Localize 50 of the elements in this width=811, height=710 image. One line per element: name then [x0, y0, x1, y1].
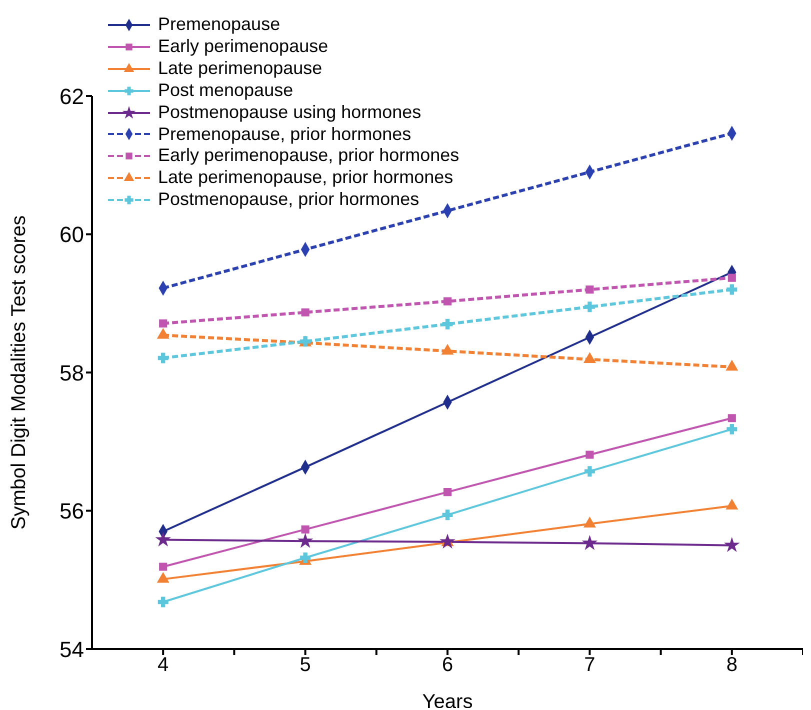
- point: [159, 562, 168, 571]
- point: [584, 517, 596, 528]
- point: [301, 525, 310, 534]
- legend-label: Early perimenopause, prior hormones: [158, 145, 460, 168]
- point: [298, 534, 312, 548]
- point: [301, 308, 310, 316]
- point: [586, 450, 594, 459]
- point: [158, 596, 168, 608]
- legend-label: Postmenopause using hormones: [158, 102, 422, 124]
- point: [584, 466, 595, 477]
- x-tick-label: 4: [158, 654, 169, 676]
- legend-label: Early perimenopause: [158, 36, 328, 58]
- y-axis-title: Symbol Digit Modalities Test scores: [8, 215, 30, 530]
- point: [443, 297, 452, 306]
- point: [157, 572, 169, 583]
- y-tick-label: 56: [60, 498, 84, 524]
- point: [157, 328, 169, 339]
- point: [728, 414, 736, 422]
- legend-label: Post menopause: [158, 80, 294, 102]
- point: [725, 538, 739, 552]
- y-tick-label: 62: [60, 84, 84, 109]
- point: [156, 532, 170, 546]
- x-tick-label: 6: [442, 654, 454, 676]
- point: [728, 274, 736, 282]
- y-tick-label: 58: [60, 360, 84, 386]
- point: [726, 499, 738, 510]
- legend-label: Premenopause, prior hormones: [158, 124, 412, 146]
- x-tick-label: 5: [300, 654, 311, 676]
- x-tick-label: 8: [726, 654, 738, 676]
- point: [442, 318, 453, 330]
- y-tick-label: 60: [60, 222, 84, 248]
- point: [726, 284, 738, 295]
- point: [584, 352, 596, 363]
- legend-label: Premenopause: [158, 14, 280, 36]
- point: [582, 536, 597, 550]
- x-axis-title: Years: [422, 691, 473, 710]
- legend-label: Postmenopause, prior hormones: [158, 189, 420, 212]
- x-tick-label: 7: [584, 654, 596, 676]
- point: [442, 344, 454, 355]
- point: [726, 424, 738, 434]
- point: [584, 302, 595, 312]
- point: [442, 510, 453, 520]
- legend-label: Late perimenopause, prior hormones: [158, 167, 454, 190]
- point: [158, 352, 168, 364]
- y-tick-label: 54: [60, 636, 84, 662]
- point: [159, 319, 168, 328]
- point: [443, 488, 452, 496]
- point: [586, 286, 594, 294]
- point: [726, 360, 738, 371]
- legend-label: Late perimenopause: [158, 58, 322, 80]
